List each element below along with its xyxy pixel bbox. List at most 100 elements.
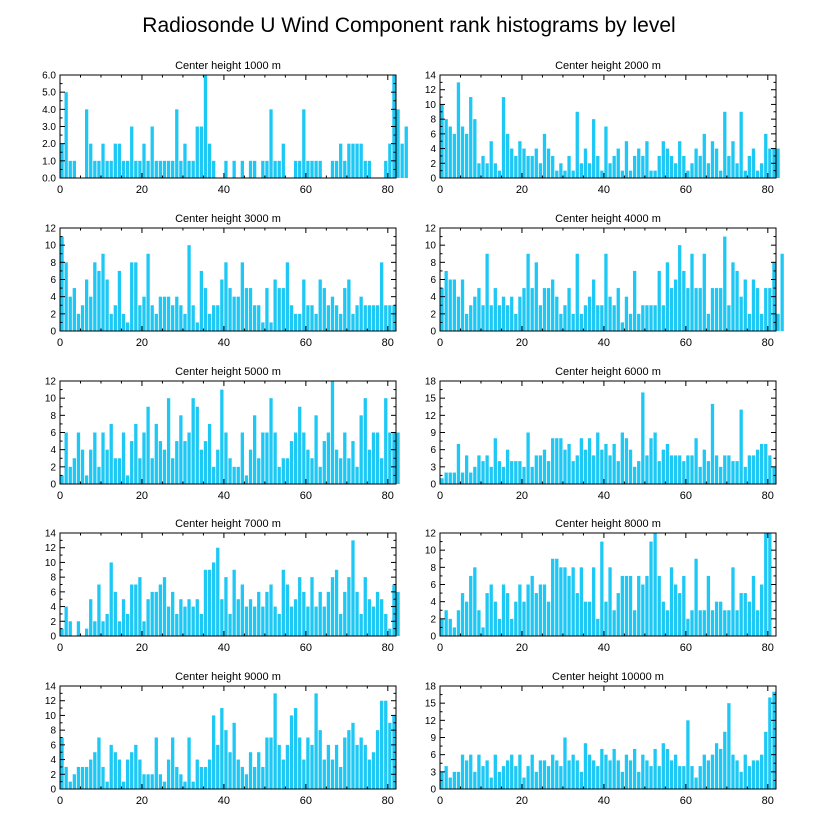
histogram-bar <box>485 760 489 789</box>
histogram-bar <box>257 591 261 636</box>
histogram-bar <box>731 262 735 331</box>
histogram-bar <box>64 766 68 789</box>
histogram-bar <box>113 752 117 789</box>
histogram-bar <box>735 270 739 331</box>
histogram-bar <box>637 771 641 789</box>
histogram-bar <box>645 455 649 484</box>
histogram-bar <box>330 296 335 331</box>
histogram-bar <box>760 313 764 331</box>
histogram-bar <box>175 441 179 484</box>
histogram-bar <box>489 141 493 178</box>
x-tick-label: 80 <box>382 184 394 196</box>
histogram-bar <box>339 613 343 636</box>
histogram-bar <box>269 398 273 484</box>
histogram-bar <box>318 160 322 178</box>
histogram-bar <box>735 461 739 484</box>
histogram-bar <box>84 109 89 178</box>
histogram-bar <box>665 262 670 331</box>
y-tick-label: 15 <box>425 394 437 405</box>
histogram-bar <box>375 730 380 789</box>
x-tick-label: 20 <box>516 642 528 654</box>
histogram-bar <box>248 752 253 789</box>
y-tick-label: 8 <box>50 573 56 584</box>
x-tick-label: 0 <box>57 337 63 349</box>
histogram-bar <box>252 606 257 636</box>
histogram-bar <box>538 455 543 484</box>
x-tick-label: 40 <box>218 795 230 807</box>
histogram-bar <box>694 438 698 484</box>
histogram-bar <box>257 305 261 331</box>
y-tick-label: 12 <box>425 411 437 422</box>
panel-title: Center height 9000 m <box>175 671 281 683</box>
histogram-bar <box>109 313 113 331</box>
panels-group: Center height 1000 m0 20 40 60 800.01.02.03.… <box>42 60 784 807</box>
histogram-bar <box>273 693 277 789</box>
histogram-bar <box>637 148 641 178</box>
histogram-bar <box>130 262 134 331</box>
x-tick-label: 20 <box>136 795 148 807</box>
histogram-bar <box>727 155 731 178</box>
histogram-bar <box>175 613 179 636</box>
histogram-bar <box>101 621 105 636</box>
histogram-bar <box>559 766 563 789</box>
histogram-bar <box>522 288 526 331</box>
y-tick-label: 4 <box>430 292 436 303</box>
histogram-bar <box>505 449 510 484</box>
histogram-bar <box>464 601 469 636</box>
x-tick-label: 80 <box>762 337 774 349</box>
histogram-bar <box>719 466 723 484</box>
histogram-bar <box>371 606 376 636</box>
histogram-bar <box>97 160 101 178</box>
histogram-bar <box>481 627 485 636</box>
histogram-bar <box>641 754 645 789</box>
histogram-bar <box>244 774 249 789</box>
y-tick-label: 3 <box>430 462 436 473</box>
histogram-bar <box>653 432 657 484</box>
histogram-bar <box>772 691 776 789</box>
histogram-bar <box>339 458 343 484</box>
histogram-bar <box>130 441 134 484</box>
histogram-bar <box>244 475 249 484</box>
histogram-bar <box>518 461 522 484</box>
histogram-bar <box>326 744 331 789</box>
histogram-bar <box>686 618 690 636</box>
histogram-bar <box>257 458 261 484</box>
x-tick-label: 0 <box>57 490 63 502</box>
histogram-bar <box>244 606 249 636</box>
histogram-bar <box>739 771 743 789</box>
histogram-bar <box>277 160 281 178</box>
histogram-bar <box>298 406 302 484</box>
histogram-bar <box>183 313 187 331</box>
panel-title: Center height 4000 m <box>555 213 661 225</box>
y-tick-label: 10 <box>425 241 437 252</box>
histogram-bar <box>665 610 670 636</box>
histogram-bar <box>166 759 171 789</box>
y-tick-label: 6 <box>430 445 436 456</box>
histogram-bar <box>339 766 343 789</box>
histogram-bar <box>72 160 76 178</box>
histogram-bar <box>130 752 134 789</box>
histogram-bar <box>179 774 183 789</box>
histogram-bar <box>252 160 257 178</box>
histogram-bar <box>481 461 485 484</box>
x-tick-label: 0 <box>437 490 443 502</box>
histogram-bar <box>731 567 735 636</box>
histogram-bar <box>719 601 723 636</box>
histogram-bar <box>125 613 130 636</box>
histogram-bar <box>207 143 212 178</box>
histogram-bar <box>567 760 571 789</box>
x-tick-label: 40 <box>218 337 230 349</box>
histogram-bar <box>322 441 326 484</box>
histogram-bar <box>134 160 138 178</box>
histogram-bar <box>534 771 538 789</box>
histogram-bar <box>526 432 530 484</box>
histogram-bar <box>179 160 183 178</box>
histogram-bar <box>240 766 244 789</box>
histogram-bar <box>371 432 376 484</box>
x-tick-label: 20 <box>516 795 528 807</box>
histogram-bar <box>80 766 85 789</box>
histogram-bar <box>269 109 273 178</box>
histogram-bar <box>220 389 224 484</box>
histogram-bar <box>489 466 493 484</box>
histogram-bar <box>587 296 592 331</box>
